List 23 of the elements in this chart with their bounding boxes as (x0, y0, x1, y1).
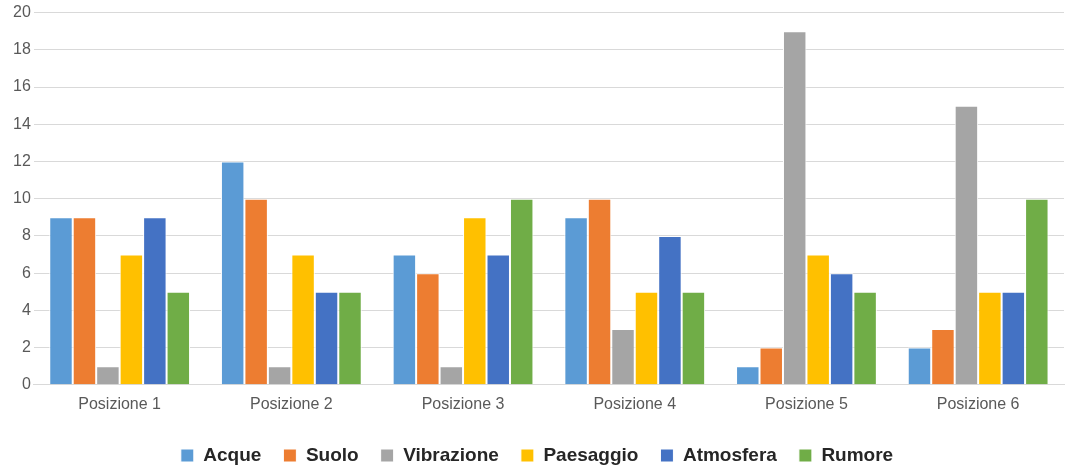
x-tick-label: Posizione 5 (765, 394, 848, 412)
x-tick-label: Posizione 2 (249, 394, 333, 412)
legend-label: Paesaggio (543, 443, 639, 465)
y-tick-label: 6 (21, 263, 31, 281)
legend-label: Suolo (305, 443, 359, 465)
legend-label: Vibrazione (403, 443, 499, 465)
y-tick-label: 18 (13, 40, 31, 58)
y-tick-label: 0 (21, 375, 31, 393)
y-tick-label: 8 (21, 226, 31, 244)
x-tick-label: Posizione 6 (936, 394, 1020, 412)
legend-label: Rumore (821, 443, 894, 465)
legend-label: Acque (203, 443, 262, 465)
y-tick-label: 4 (21, 300, 31, 318)
y-tick-label: 10 (13, 189, 31, 207)
x-tick-label: Posizione 3 (421, 394, 505, 412)
legend-label: Atmosfera (682, 443, 778, 465)
y-tick-label: 20 (13, 3, 31, 21)
y-tick-label: 14 (13, 114, 31, 132)
y-tick-label: 16 (13, 77, 31, 95)
x-tick-label: Posizione 4 (593, 394, 677, 412)
y-tick-label: 12 (13, 151, 31, 169)
y-tick-label: 2 (21, 337, 31, 355)
x-tick-label: Posizione 1 (78, 394, 162, 412)
